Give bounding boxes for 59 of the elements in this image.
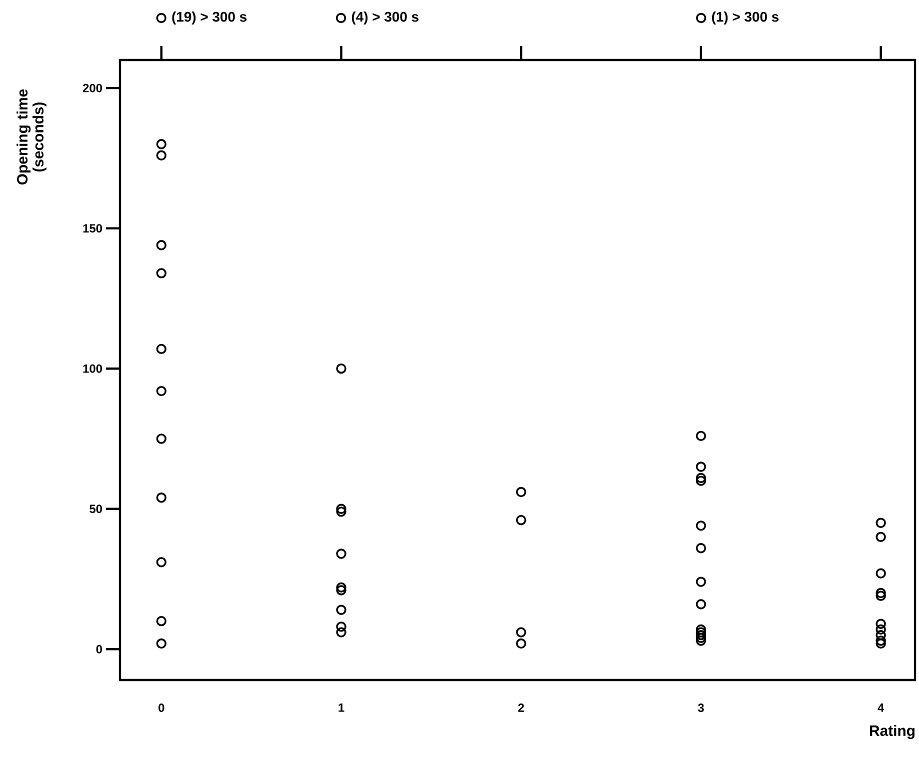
point (696, 576, 706, 587)
point (696, 430, 706, 442)
point (156, 638, 166, 649)
point (516, 514, 526, 526)
point (516, 486, 526, 498)
point (876, 588, 886, 598)
y-axis-title: Opening time (seconds) (16, 89, 46, 185)
point (876, 630, 886, 640)
point (156, 139, 166, 150)
point (156, 557, 166, 568)
point (876, 636, 886, 646)
point (156, 616, 166, 626)
x-tick-label: 0 (158, 704, 164, 712)
x-tick-label: 2 (518, 704, 524, 712)
point (156, 268, 166, 278)
point (696, 599, 706, 610)
point (696, 462, 706, 472)
point (516, 627, 526, 638)
point (876, 624, 886, 635)
point (696, 520, 706, 531)
point (156, 386, 166, 396)
point (876, 638, 886, 649)
point (156, 344, 166, 354)
point (696, 472, 706, 484)
point (336, 582, 346, 593)
text: (1) > 300 s (712, 11, 779, 24)
text: (19) > 300 s (172, 11, 247, 24)
point (336, 604, 346, 615)
point (876, 618, 886, 629)
point (156, 434, 166, 444)
point (876, 590, 886, 601)
y-tick-label: 150 (83, 224, 102, 233)
point (876, 568, 886, 578)
point (696, 624, 706, 635)
y-tick-label: 50 (90, 504, 102, 514)
point (516, 638, 526, 649)
point (156, 240, 166, 250)
point (336, 363, 346, 374)
x-axis-title: Rating (870, 725, 914, 739)
point (876, 532, 886, 542)
point (696, 476, 706, 486)
x-tick-label: 3 (698, 704, 704, 712)
point (156, 150, 166, 160)
point (336, 622, 346, 632)
text: (4) > 300 s (352, 11, 418, 24)
point (336, 548, 346, 559)
x-tick-label: 4 (878, 704, 884, 712)
x-tick-label: 1 (338, 704, 344, 712)
y-tick-label: 0 (96, 644, 102, 654)
point (696, 636, 706, 646)
point (336, 585, 346, 596)
point (696, 543, 706, 554)
point (876, 518, 886, 528)
point (336, 627, 346, 638)
point (156, 492, 166, 503)
y-tick-label: 200 (82, 84, 102, 92)
point (336, 506, 346, 517)
y-tick-label: 100 (83, 364, 102, 373)
point (336, 504, 346, 514)
